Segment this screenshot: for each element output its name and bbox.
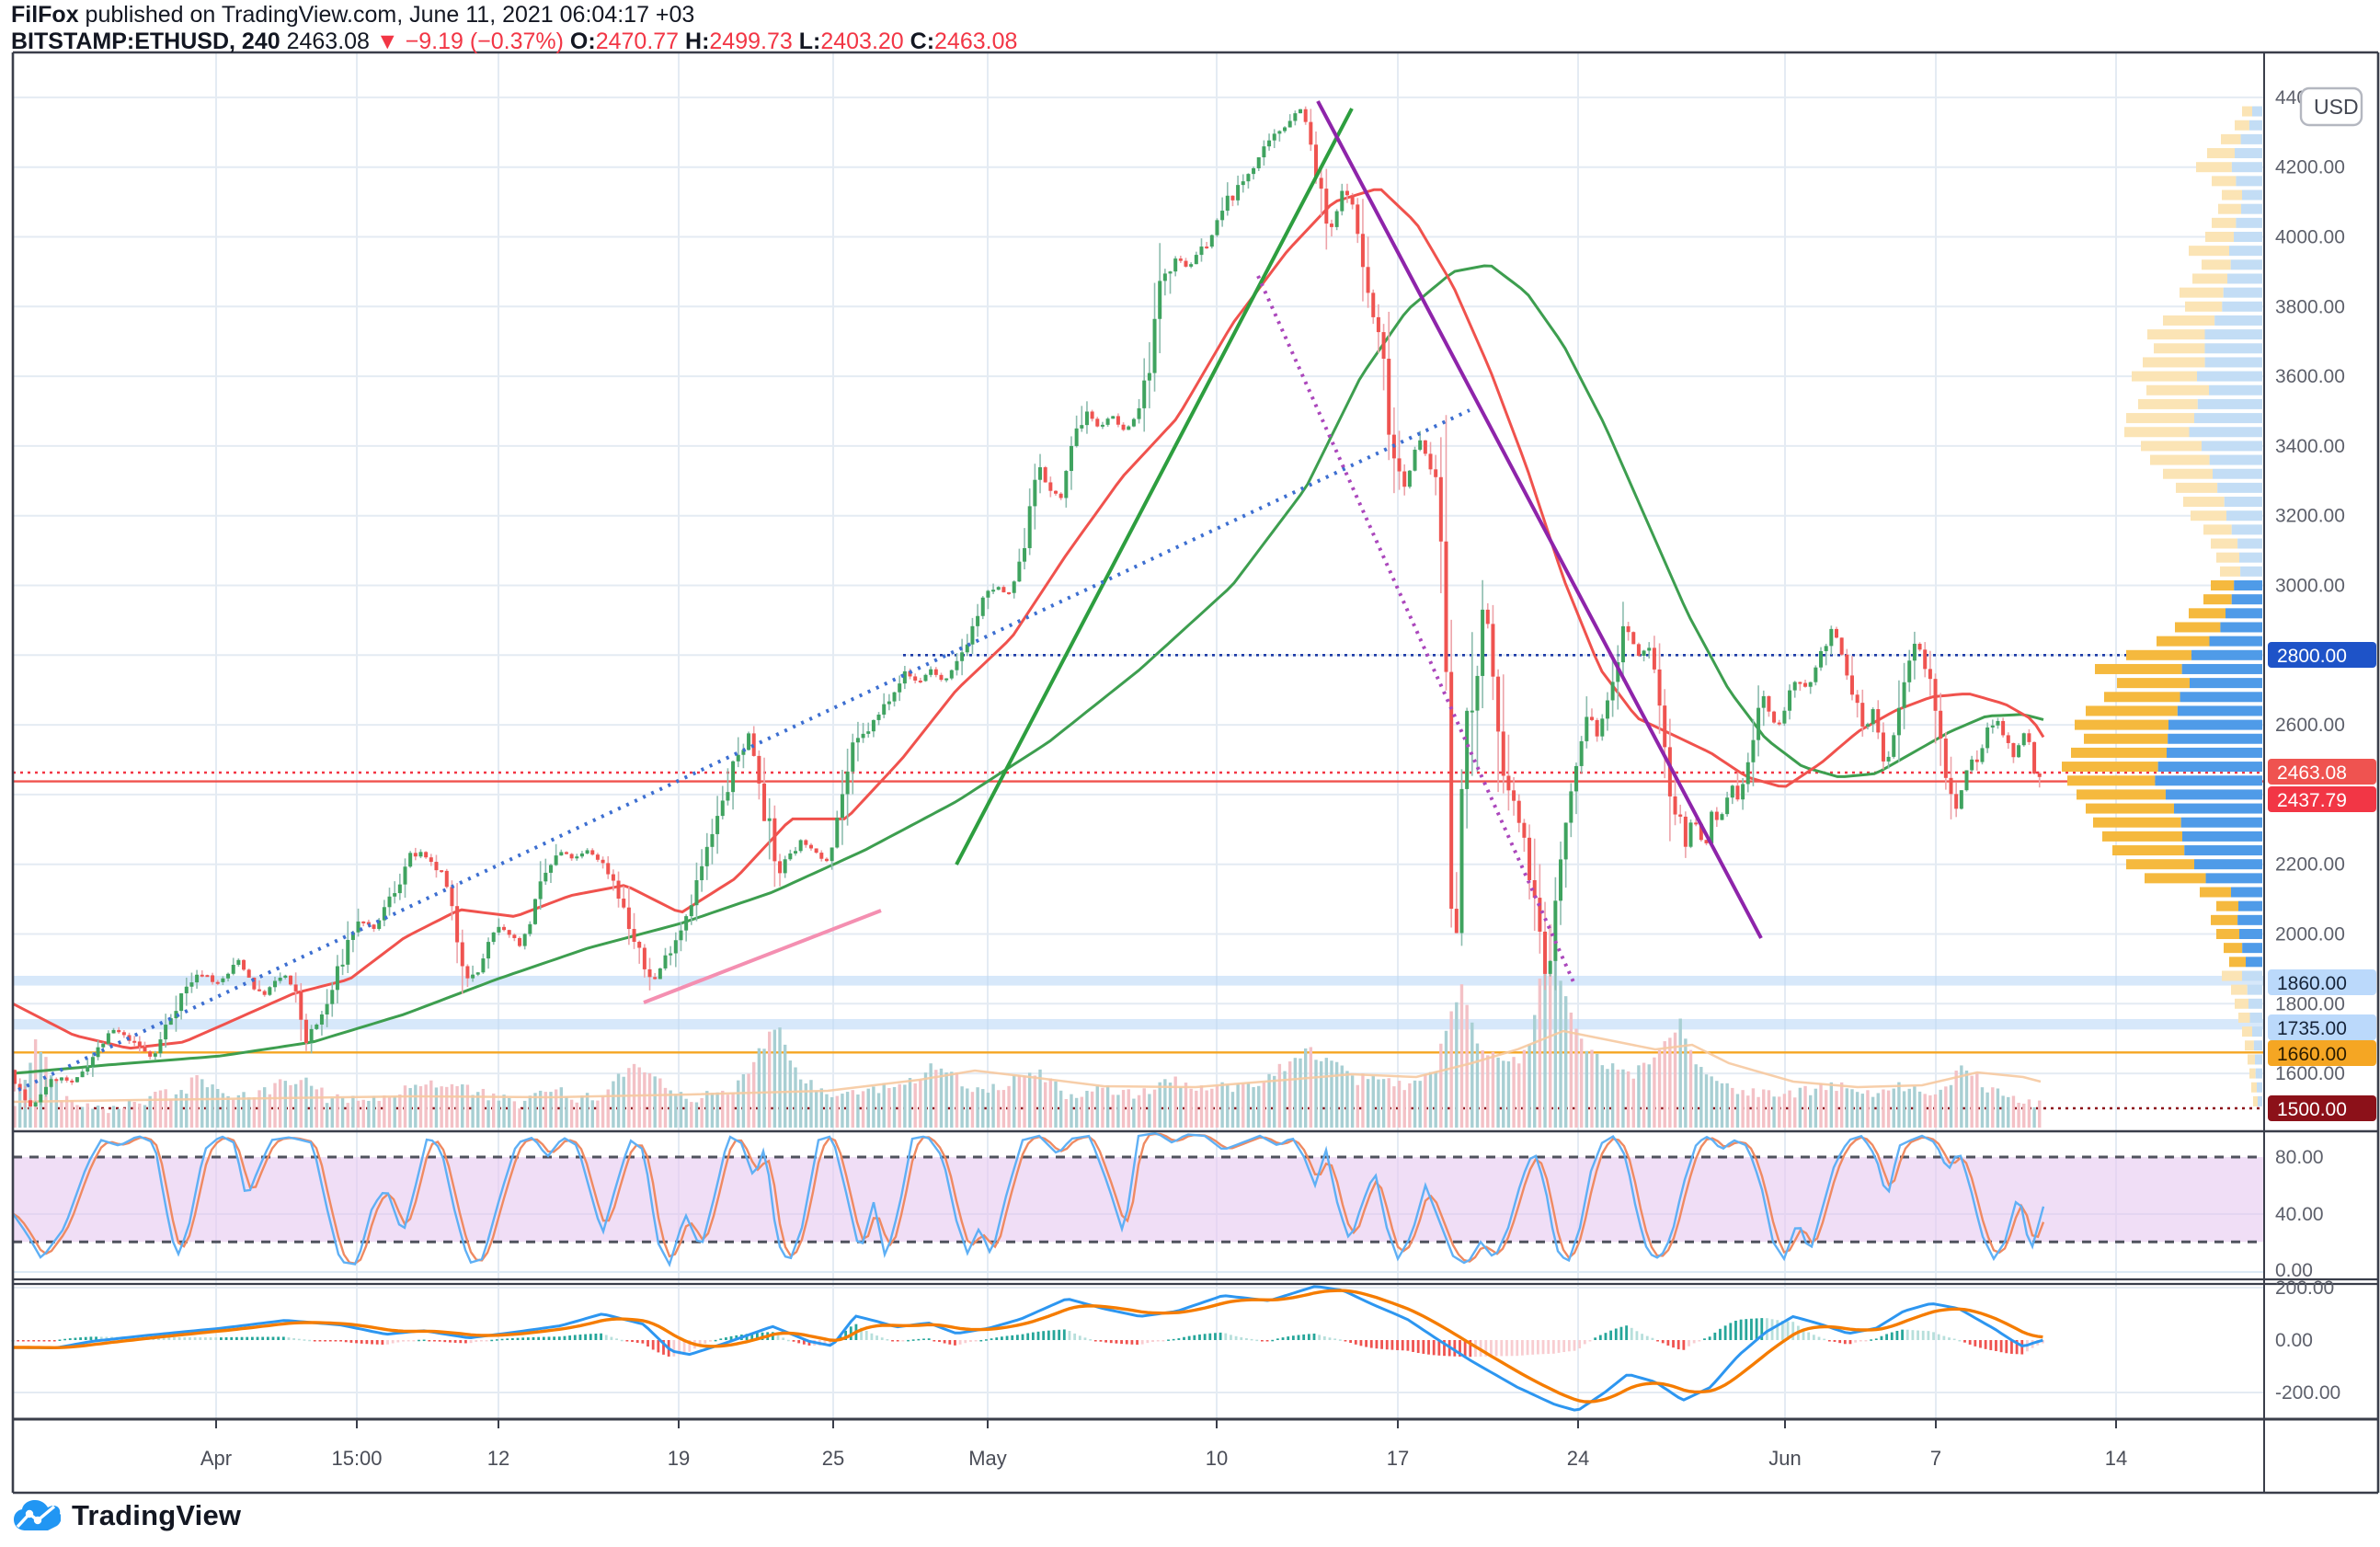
price-tick: 4000.00 [2275,227,2345,248]
stochastic-pane[interactable] [12,1131,2264,1268]
ohlc-label: L: [792,29,821,54]
price-tick: 1800.00 [2275,993,2345,1014]
ohlc-value: 2403.20 [820,29,904,54]
symbol-line: BITSTAMP:ETHUSD, 240 2463.08 ▼ −9.19 (−0… [11,29,1017,54]
svg-text:1860.00: 1860.00 [2277,973,2347,994]
price-tick: 4200.00 [2275,157,2345,178]
time-tick-7[interactable]: 7 [1930,1447,1941,1470]
publish-line: FilFox published on TradingView.com, Jun… [11,2,1017,29]
price-badge-2800.00[interactable]: 2800.00 [2268,642,2376,668]
support-pink[interactable] [643,909,882,1004]
ohlc-label: C: [903,29,935,54]
time-tick-15:00[interactable]: 15:00 [331,1447,382,1470]
price-tick: 2000.00 [2275,924,2345,945]
candlesticks[interactable] [13,106,2042,1108]
price-tick: 2200.00 [2275,854,2345,876]
tradingview-logo-text: TradingView [72,1499,242,1531]
price-badge-1735.00[interactable]: 1735.00 [2268,1014,2376,1040]
uptrend-blue-dotted[interactable] [17,408,1470,1092]
volume-histogram [13,923,2042,1128]
down-triangle-icon: ▼ [375,29,399,54]
volume-ma-line [12,1029,2042,1104]
indicator-tick: -200.00 [2275,1382,2340,1404]
last-price: 2463.08 [286,29,370,54]
svg-text:1500.00: 1500.00 [2277,1099,2347,1120]
price-levels[interactable] [13,653,2264,1110]
trend-lines[interactable] [17,100,1763,1092]
svg-text:2437.79: 2437.79 [2277,790,2347,811]
tradingview-cloud-logo [14,1500,61,1530]
time-axis[interactable]: Apr 15:00 12 19 25 May 10 17 24 Jun 7 14 [200,1419,2127,1470]
time-tick-Jun[interactable]: Jun [1768,1447,1801,1470]
price-tick: 3000.00 [2275,576,2345,597]
downtrend-purple-dotted[interactable] [1256,275,1576,985]
svg-text:2800.00: 2800.00 [2277,646,2347,667]
ohlc-values: O:2470.77 H:2499.73 L:2403.20 C:2463.08 [570,29,1017,54]
price-tick: 3400.00 [2275,436,2345,457]
pane-frame [11,51,2380,1495]
price-badge-1660.00[interactable]: 1660.00 [2268,1040,2376,1066]
ohlc-label: O: [569,29,596,54]
price-badge-1860.00[interactable]: 1860.00 [2268,969,2376,995]
svg-text:2463.08: 2463.08 [2277,762,2347,784]
currency-badge[interactable]: USD [2299,86,2363,127]
ohlc-value: 2499.73 [709,29,793,54]
tradingview-logo[interactable]: TradingView [13,1499,241,1532]
author-name[interactable]: FilFox [11,2,79,28]
price-badge-1500.00[interactable]: 1500.00 [2268,1095,2376,1121]
indicator-tick: 0.00 [2275,1330,2313,1351]
price-badge-2437.79[interactable]: 2437.79 [2268,786,2376,812]
publish-info: published on TradingView.com, June 11, 2… [78,2,695,28]
indicator-tick: 0.00 [2275,1260,2313,1281]
support-zones[interactable] [13,975,2264,1030]
time-tick-24[interactable]: 24 [1567,1447,1589,1470]
volume-profile [2062,106,2262,1106]
price-badge-2463.08[interactable]: 2463.08 [2268,759,2376,785]
ohlc-label: H: [679,29,710,54]
ohlc-value: 2463.08 [934,29,1018,54]
ma-fast-red[interactable] [12,188,2045,1050]
ohlc-value: 2470.77 [595,29,680,54]
svg-text:1735.00: 1735.00 [2277,1018,2347,1039]
time-tick-10[interactable]: 10 [1206,1447,1228,1470]
time-tick-19[interactable]: 19 [668,1447,690,1470]
indicator-tick: 200.00 [2275,1278,2334,1299]
price-tick: 3200.00 [2275,506,2345,527]
price-tick: 3800.00 [2275,296,2345,317]
macd-pane[interactable] [11,1285,2264,1412]
price-change: −9.19 (−0.37%) [405,29,564,54]
price-tick: 1600.00 [2275,1063,2345,1084]
time-tick-17[interactable]: 17 [1387,1447,1409,1470]
uptrend-green[interactable] [955,108,1354,865]
ma-slow-green[interactable] [12,264,2044,1075]
downtrend-purple[interactable] [1316,100,1763,939]
time-tick-25[interactable]: 25 [822,1447,844,1470]
svg-text:1660.00: 1660.00 [2277,1044,2347,1065]
time-tick-12[interactable]: 12 [487,1447,509,1470]
time-tick-Apr[interactable]: Apr [200,1447,232,1470]
indicator-tick: 40.00 [2275,1204,2324,1225]
svg-text:USD: USD [2314,95,2359,119]
time-tick-May[interactable]: May [968,1447,1007,1470]
symbol-title[interactable]: BITSTAMP:ETHUSD, 240 [11,29,280,54]
price-tick: 2600.00 [2275,715,2345,736]
time-tick-14[interactable]: 14 [2105,1447,2127,1470]
price-axis[interactable]: 4400.004200.004000.003800.003600.003400.… [2275,87,2345,1404]
price-tick: 3600.00 [2275,366,2345,387]
chart-header: FilFox published on TradingView.com, Jun… [11,2,1017,54]
indicator-tick: 80.00 [2275,1147,2324,1168]
